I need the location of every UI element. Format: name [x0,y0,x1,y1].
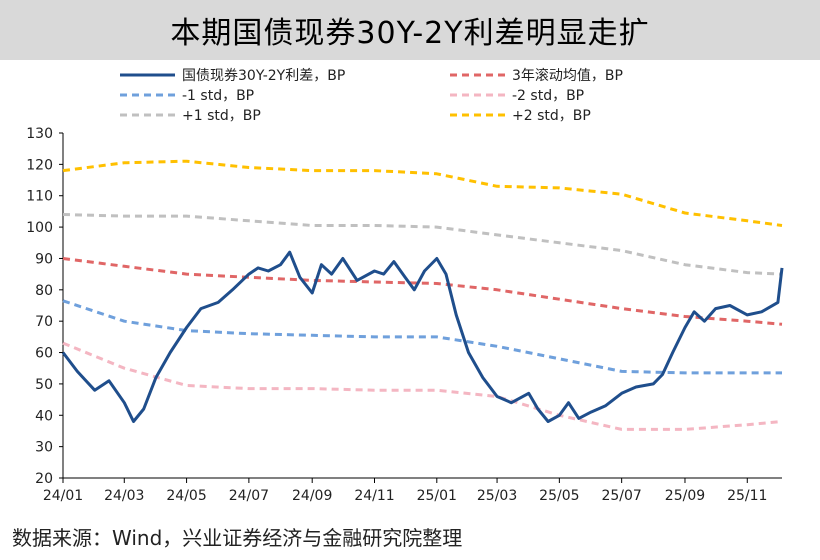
legend-label-1: 3年滚动均值，BP [512,67,623,84]
legend-label-5: +2 std，BP [512,108,591,124]
y-tick-label: 100 [26,220,53,236]
x-tick-label: 24/05 [166,488,206,504]
x-tick-label: 25/09 [665,488,705,504]
x-tick-label: 25/01 [417,488,457,504]
series-line-0 [61,250,784,423]
chart: 国债现券30Y-2Y利差，BP 3年滚动均值，BP -1 std，BP -2 std，… [26,67,784,504]
x-tick-label: 24/07 [229,488,269,504]
y-tick-label: 120 [26,157,53,173]
x-tick-label: 25/05 [539,488,579,504]
legend-label-3: -2 std，BP [512,88,584,104]
series-line-2 [62,299,782,375]
series-line-3 [62,341,783,431]
y-tick-label: 70 [35,314,53,330]
series-line-5 [62,159,783,227]
chart-title: 本期国债现券30Y-2Y利差明显走扩 [170,16,650,51]
x-tick-label: 24/11 [354,488,394,504]
x-tick-label: 24/01 [43,488,83,504]
axes: 20 30 40 50 60 70 80 90 100 110 120 130 24/01 24/03 24… [26,126,782,504]
y-tick-label: 80 [35,283,53,299]
x-tick-label: 25/11 [727,488,767,504]
x-tick-label: 24/09 [292,488,332,504]
legend-label-4: +1 std，BP [182,108,261,124]
y-tick-label: 30 [35,440,53,456]
y-tick-label: 110 [26,189,53,205]
legend: 国债现券30Y-2Y利差，BP 3年滚动均值，BP -1 std，BP -2 std，… [120,67,623,124]
title-bar: 本期国债现券30Y-2Y利差明显走扩 [0,0,820,60]
series-group [61,159,784,431]
series-line-1 [62,257,783,326]
y-tick-label: 90 [35,251,53,267]
series-line-4 [62,213,783,276]
source-note: 数据来源：Wind，兴业证券经济与金融研究院整理 [12,526,463,550]
y-tick-label: 50 [35,377,53,393]
x-tick-label: 24/03 [104,488,144,504]
x-tick-label: 25/03 [477,488,517,504]
x-tick-label: 25/07 [601,488,641,504]
legend-label-2: -1 std，BP [182,88,254,104]
y-tick-label: 60 [35,346,53,362]
y-tick-label: 20 [35,471,53,487]
y-tick-label: 40 [35,408,53,424]
legend-label-0: 国债现券30Y-2Y利差，BP [182,68,345,84]
y-tick-label: 130 [26,126,53,142]
